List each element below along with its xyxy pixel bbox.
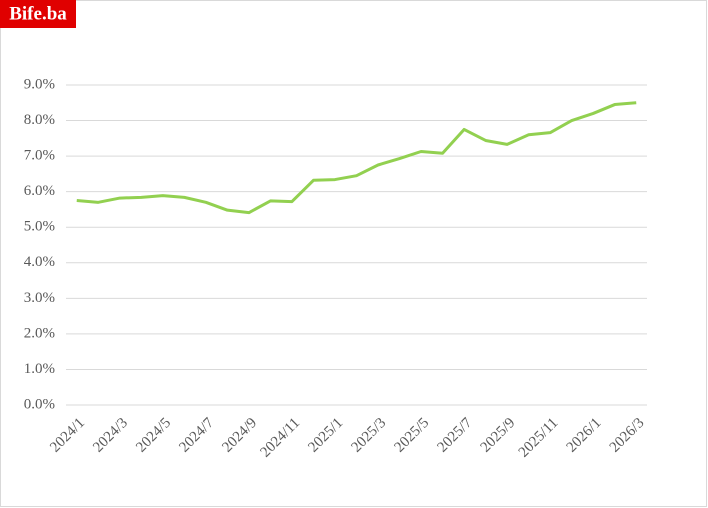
y-tick-label: 0.0% [24,396,55,412]
logo-box [0,0,76,28]
y-tick-label: 7.0% [24,148,55,164]
y-tick-label: 5.0% [24,219,55,235]
y-tick-label: 2.0% [24,325,55,341]
y-tick-label: 1.0% [24,361,55,377]
logo: Bife.ba [9,3,67,24]
data-line [76,101,637,215]
y-tick-label: 3.0% [24,290,55,306]
y-tick-label: 8.0% [24,112,55,128]
y-tick-label: 6.0% [24,183,55,199]
y-tick-label: 9.0% [24,76,55,92]
y-tick-label: 4.0% [24,254,55,270]
